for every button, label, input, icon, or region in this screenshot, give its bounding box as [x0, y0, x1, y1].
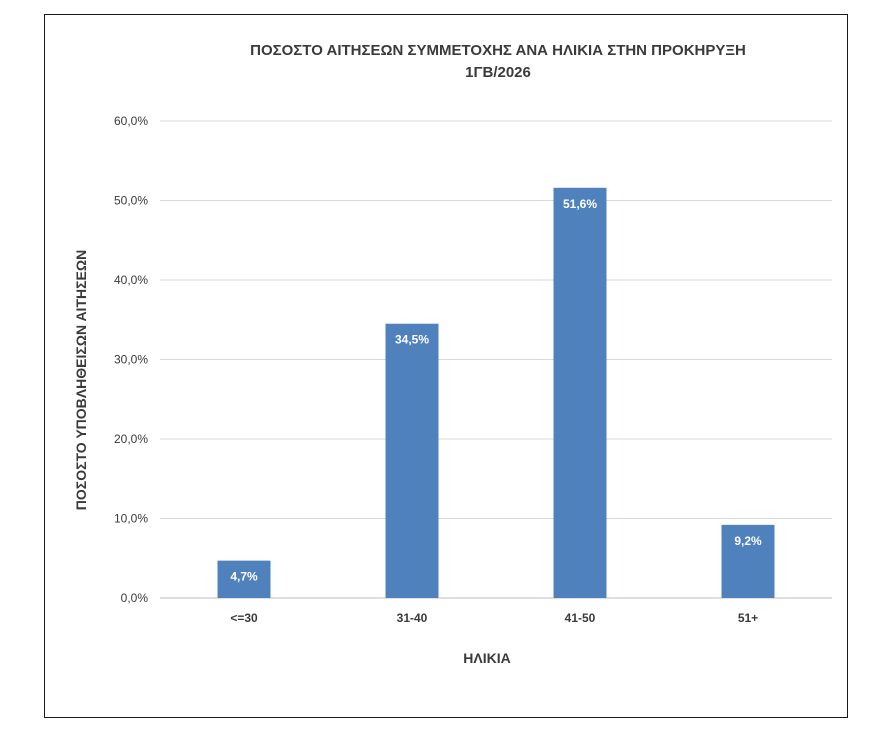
y-tick-label: 30,0%: [114, 353, 148, 367]
data-label: 9,2%: [734, 534, 762, 548]
y-tick-label: 20,0%: [114, 432, 148, 446]
chart-title-line-1: ΠΟΣΟΣΤΟ ΑΙΤΗΣΕΩΝ ΣΥΜΜΕΤΟΧΗΣ ΑΝΑ ΗΛΙΚΙΑ Σ…: [250, 42, 746, 59]
y-tick-label: 10,0%: [114, 512, 148, 526]
y-tick-label: 0,0%: [121, 591, 149, 605]
y-tick-label: 60,0%: [114, 114, 148, 128]
y-tick-label: 50,0%: [114, 194, 148, 208]
data-label: 4,7%: [230, 570, 258, 584]
x-tick-label: 51+: [738, 611, 758, 625]
bars: 4,7% 34,5% 51,6% 9,2%: [217, 187, 775, 598]
bar-31-40: [385, 323, 439, 598]
x-tick-label: 31-40: [397, 611, 428, 625]
x-tick-label: 41-50: [565, 611, 596, 625]
chart-frame: [44, 14, 848, 718]
bar-51+: [721, 524, 775, 598]
chart-title: ΠΟΣΟΣΤΟ ΑΙΤΗΣΕΩΝ ΣΥΜΜΕΤΟΧΗΣ ΑΝΑ ΗΛΙΚΙΑ Σ…: [0, 40, 896, 84]
bar-<=30: [217, 560, 271, 598]
data-label: 34,5%: [395, 333, 429, 347]
y-axis-tick-labels: 0,0% 10,0% 20,0% 30,0% 40,0% 50,0% 60,0%: [114, 114, 148, 605]
x-axis-label: ΗΛΙΚΙΑ: [463, 650, 510, 666]
y-tick-label: 40,0%: [114, 273, 148, 287]
chart-title-line-2: 1ΓΒ/2026: [465, 64, 531, 81]
bar-41-50: [553, 187, 607, 598]
x-tick-label: <=30: [230, 611, 258, 625]
x-axis-tick-labels: <=30 31-40 41-50 51+: [230, 611, 758, 625]
y-axis-label: ΠΟΣΟΣΤΟ ΥΠΟΒΛΗΘΕΙΣΩΝ ΑΙΤΗΣΕΩΝ: [73, 250, 89, 510]
gridlines: [160, 120, 832, 599]
data-label: 51,6%: [563, 197, 597, 211]
